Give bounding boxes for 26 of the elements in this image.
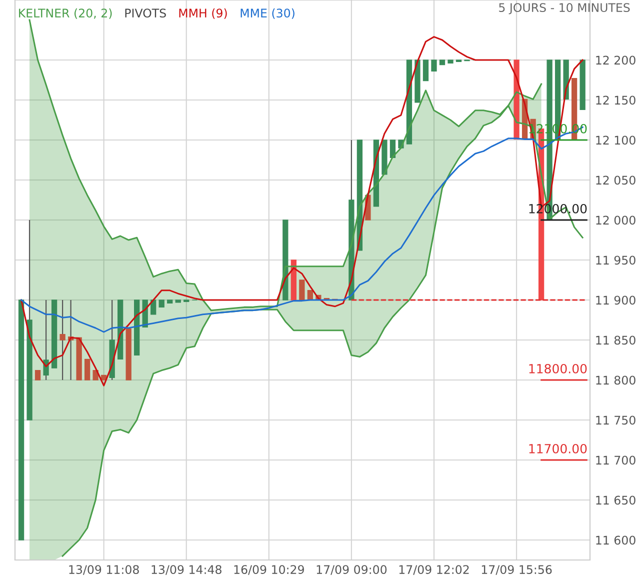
- y-tick-label: 12 100: [596, 136, 636, 145]
- ref-line-label: 11800.00: [529, 364, 587, 374]
- text: MME (30): [240, 8, 294, 19]
- y-tick-label: 11 950: [596, 256, 636, 265]
- y-tick-label: 12 050: [596, 176, 636, 185]
- y-tick-label: 11 750: [596, 416, 636, 425]
- x-tick-label: 17/09 09:00: [316, 565, 387, 575]
- y-tick-label: 11 600: [596, 536, 636, 545]
- x-tick-label: 17/09 15:56: [482, 565, 552, 575]
- series-label: KELTNER (20, 2): [19, 8, 112, 19]
- y-tick-label: 11 800: [596, 376, 636, 385]
- x-tick-label: 17/09 12:02: [399, 565, 469, 575]
- y-tick-label: 12 200: [596, 56, 636, 65]
- chart-subtitle: 5 JOURS - 10 MINUTES: [499, 3, 630, 14]
- ref-line-label: 11700.00: [529, 444, 587, 454]
- x-tick-label: 16/09 10:29: [234, 565, 304, 575]
- annotation: PIVOTS: [125, 8, 166, 18]
- y-tick-label: 11 900: [596, 296, 636, 305]
- text: MMH (9): [179, 8, 227, 19]
- y-tick-label: 11 700: [596, 456, 636, 465]
- y-tick-label: 12 000: [596, 216, 636, 225]
- y-tick-label: 11 650: [596, 496, 636, 505]
- x-tick-label: 13/09 11:08: [69, 565, 139, 575]
- x-tick-label: 13/09 14:48: [152, 565, 222, 575]
- y-tick-label: 12 150: [596, 96, 636, 105]
- y-tick-label: 11 850: [596, 336, 636, 345]
